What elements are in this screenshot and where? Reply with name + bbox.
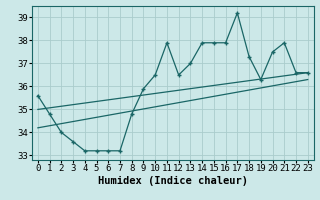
X-axis label: Humidex (Indice chaleur): Humidex (Indice chaleur)	[98, 176, 248, 186]
